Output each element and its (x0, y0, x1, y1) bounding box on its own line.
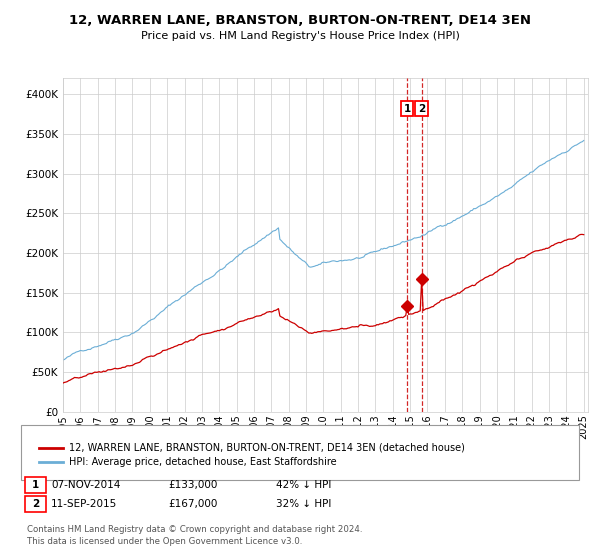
Text: 1: 1 (404, 104, 411, 114)
Text: 12, WARREN LANE, BRANSTON, BURTON-ON-TRENT, DE14 3EN (detached house): 12, WARREN LANE, BRANSTON, BURTON-ON-TRE… (69, 443, 465, 453)
Text: HPI: Average price, detached house, East Staffordshire: HPI: Average price, detached house, East… (69, 457, 337, 467)
Text: Contains HM Land Registry data © Crown copyright and database right 2024.
This d: Contains HM Land Registry data © Crown c… (27, 525, 362, 546)
Text: 2: 2 (418, 104, 425, 114)
Text: 11-SEP-2015: 11-SEP-2015 (51, 499, 117, 509)
Text: 42% ↓ HPI: 42% ↓ HPI (276, 480, 331, 490)
Text: 12, WARREN LANE, BRANSTON, BURTON-ON-TRENT, DE14 3EN: 12, WARREN LANE, BRANSTON, BURTON-ON-TRE… (69, 14, 531, 27)
Text: £167,000: £167,000 (168, 499, 217, 509)
Text: £133,000: £133,000 (168, 480, 217, 490)
Text: Price paid vs. HM Land Registry's House Price Index (HPI): Price paid vs. HM Land Registry's House … (140, 31, 460, 41)
Text: 2: 2 (32, 499, 39, 509)
Text: 07-NOV-2014: 07-NOV-2014 (51, 480, 121, 490)
Text: 1: 1 (32, 480, 39, 490)
Text: 32% ↓ HPI: 32% ↓ HPI (276, 499, 331, 509)
